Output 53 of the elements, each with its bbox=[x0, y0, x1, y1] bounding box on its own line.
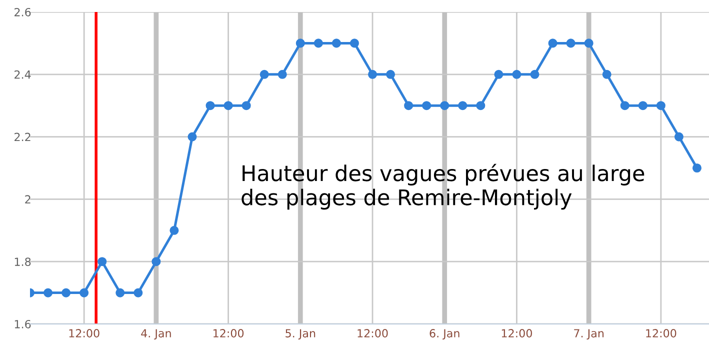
y-tick-label: 2.4 bbox=[14, 70, 31, 79]
y-tick-label: 2.2 bbox=[14, 132, 30, 142]
x-tick-label: 5. Jan bbox=[286, 329, 316, 340]
point bbox=[476, 101, 486, 110]
y-tick-label: 1.6 bbox=[14, 320, 31, 328]
point bbox=[44, 288, 53, 298]
point bbox=[656, 101, 666, 110]
x-tick-label: 12:00 bbox=[214, 329, 244, 338]
point bbox=[566, 38, 576, 48]
point bbox=[206, 101, 215, 110]
point bbox=[404, 101, 414, 110]
point bbox=[548, 38, 558, 48]
point bbox=[260, 70, 269, 79]
y-tick-label: 2.6 bbox=[14, 8, 31, 16]
point bbox=[602, 70, 612, 79]
point bbox=[278, 70, 287, 79]
point bbox=[674, 132, 684, 142]
point bbox=[80, 288, 89, 298]
point bbox=[62, 288, 71, 298]
x-tick-label: 12:00 bbox=[502, 329, 532, 338]
point bbox=[134, 288, 143, 298]
point bbox=[692, 163, 702, 173]
point bbox=[620, 101, 630, 110]
point bbox=[314, 38, 323, 48]
x-tick-label: 12:00 bbox=[358, 329, 388, 338]
x-tick-label: 4. Jan bbox=[141, 329, 171, 340]
point bbox=[386, 70, 396, 79]
y-tick-label: 1.8 bbox=[14, 258, 31, 266]
x-tick-label: 7. Jan bbox=[574, 329, 604, 340]
point bbox=[116, 288, 125, 298]
point bbox=[188, 132, 197, 142]
point bbox=[224, 101, 233, 110]
point bbox=[368, 70, 378, 79]
point bbox=[512, 70, 522, 79]
x-tick-label: 12:00 bbox=[69, 329, 100, 338]
point bbox=[422, 101, 432, 110]
x-tick-label: 12:00 bbox=[646, 329, 676, 338]
point bbox=[494, 70, 504, 79]
point bbox=[584, 38, 594, 48]
y-tick-label: 2 bbox=[25, 195, 30, 204]
point bbox=[170, 226, 179, 235]
point bbox=[530, 70, 540, 79]
point bbox=[98, 257, 107, 266]
point bbox=[440, 101, 450, 110]
x-tick-label: 6. Jan bbox=[430, 329, 460, 340]
annotation: Hauteur des vagues prévues au large des plages de Remire-Montjoly bbox=[242, 164, 644, 210]
point bbox=[152, 257, 161, 266]
point bbox=[332, 38, 341, 48]
point bbox=[458, 101, 468, 110]
point bbox=[350, 38, 359, 48]
point bbox=[242, 101, 251, 110]
point bbox=[638, 101, 648, 110]
point bbox=[296, 38, 305, 48]
